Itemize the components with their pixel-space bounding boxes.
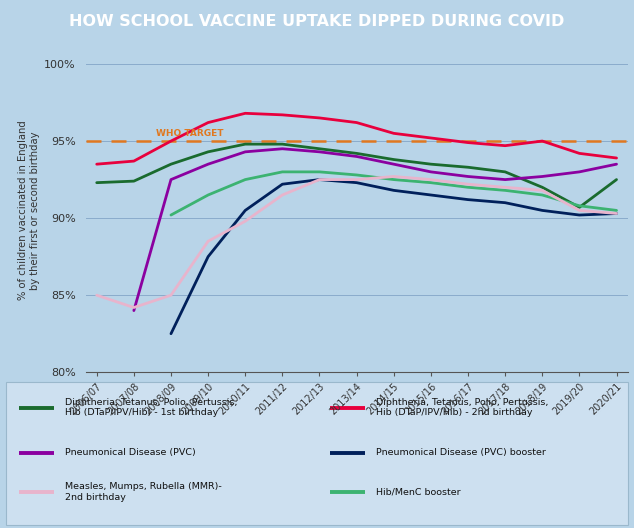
Text: Hib/MenC booster: Hib/MenC booster — [376, 487, 460, 496]
Text: Diphtheria, Tetanus, Polio, Pertussis,
Hib (DTaP/IPV/Hib) - 2nd birthday: Diphtheria, Tetanus, Polio, Pertussis, H… — [376, 398, 548, 417]
Text: HOW SCHOOL VACCINE UPTAKE DIPPED DURING COVID: HOW SCHOOL VACCINE UPTAKE DIPPED DURING … — [69, 14, 565, 29]
Text: Pneumonical Disease (PVC): Pneumonical Disease (PVC) — [65, 448, 196, 457]
Text: Pneumonical Disease (PVC) booster: Pneumonical Disease (PVC) booster — [376, 448, 546, 457]
Text: WHO TARGET: WHO TARGET — [156, 129, 224, 138]
Text: Measles, Mumps, Rubella (MMR)-
2nd birthday: Measles, Mumps, Rubella (MMR)- 2nd birth… — [65, 482, 222, 502]
Y-axis label: % of children vaccinated in England
by their first or second birthday: % of children vaccinated in England by t… — [18, 120, 40, 300]
Text: Diphtheria, Tetanus, Polio, Pertussis,
Hib (DTaP/IPV/Hib) - 1st birthday: Diphtheria, Tetanus, Polio, Pertussis, H… — [65, 398, 238, 417]
